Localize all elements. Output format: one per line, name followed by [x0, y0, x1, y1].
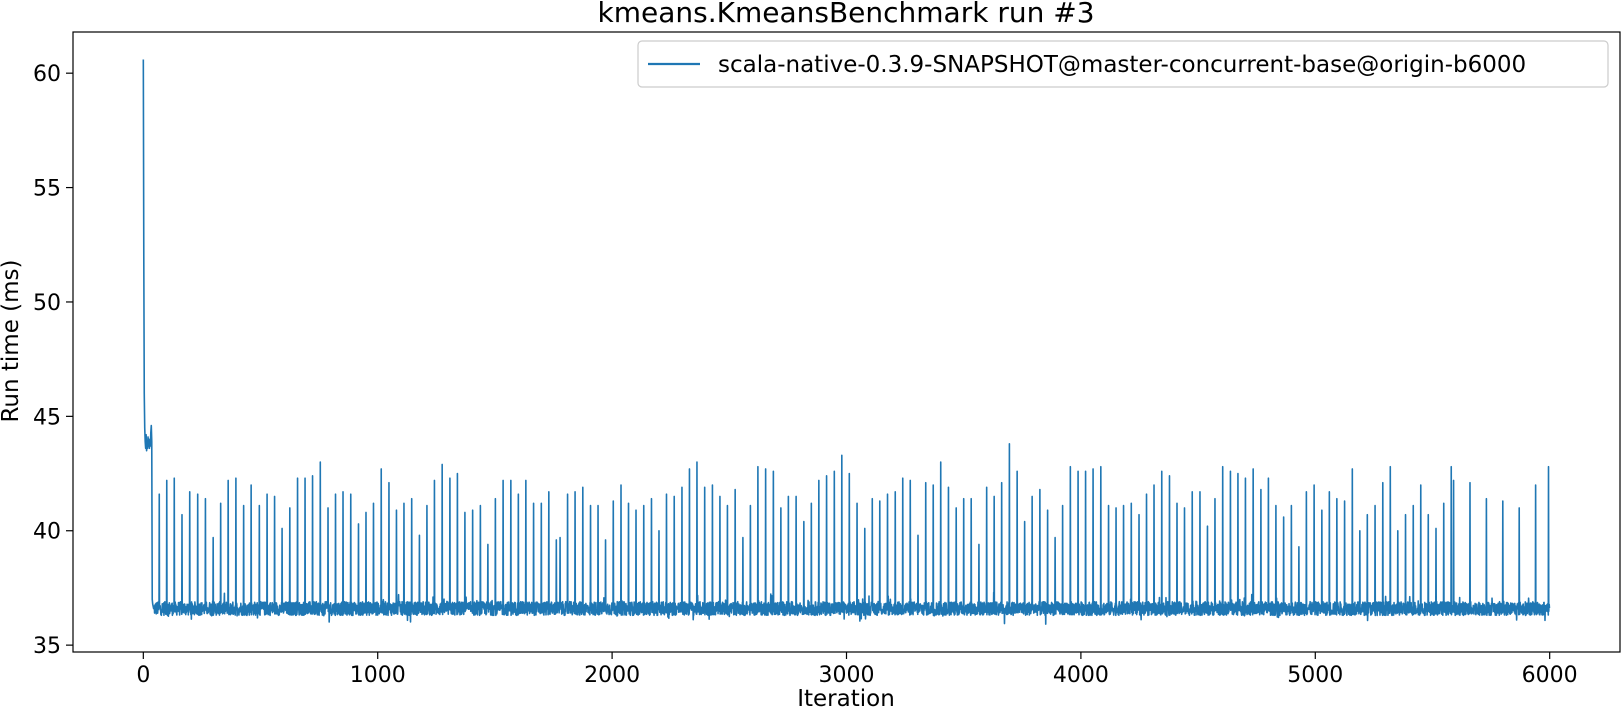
x-tick-label: 5000	[1287, 663, 1343, 688]
y-tick-label: 60	[33, 62, 61, 87]
y-tick-label: 45	[33, 405, 61, 430]
x-tick-label: 6000	[1522, 663, 1578, 688]
x-tick-label: 4000	[1053, 663, 1109, 688]
x-tick-label: 1000	[350, 663, 406, 688]
y-tick-label: 40	[33, 520, 61, 545]
y-tick-label: 35	[33, 634, 61, 659]
y-tick-label: 50	[33, 291, 61, 316]
x-tick-label: 0	[136, 663, 150, 688]
axis-ticks: 0 1000 2000 3000 4000 5000 6000 35 40 45 50 55 60	[33, 62, 1578, 688]
legend-entry-label: scala-native-0.3.9-SNAPSHOT@master-concu…	[718, 52, 1526, 78]
x-tick-label: 3000	[819, 663, 875, 688]
y-tick-label: 55	[33, 177, 61, 202]
legend: scala-native-0.3.9-SNAPSHOT@master-concu…	[637, 40, 1609, 88]
axes-frame	[72, 31, 1621, 653]
chart-title: kmeans.KmeansBenchmark run #3	[597, 0, 1094, 29]
x-tick-label: 2000	[584, 663, 640, 688]
plot-area	[142, 59, 1551, 625]
legend-box	[637, 40, 1609, 88]
x-axis-label: Iteration	[797, 686, 895, 710]
y-axis-label: Run time (ms)	[0, 259, 24, 422]
series-line	[142, 59, 1551, 625]
